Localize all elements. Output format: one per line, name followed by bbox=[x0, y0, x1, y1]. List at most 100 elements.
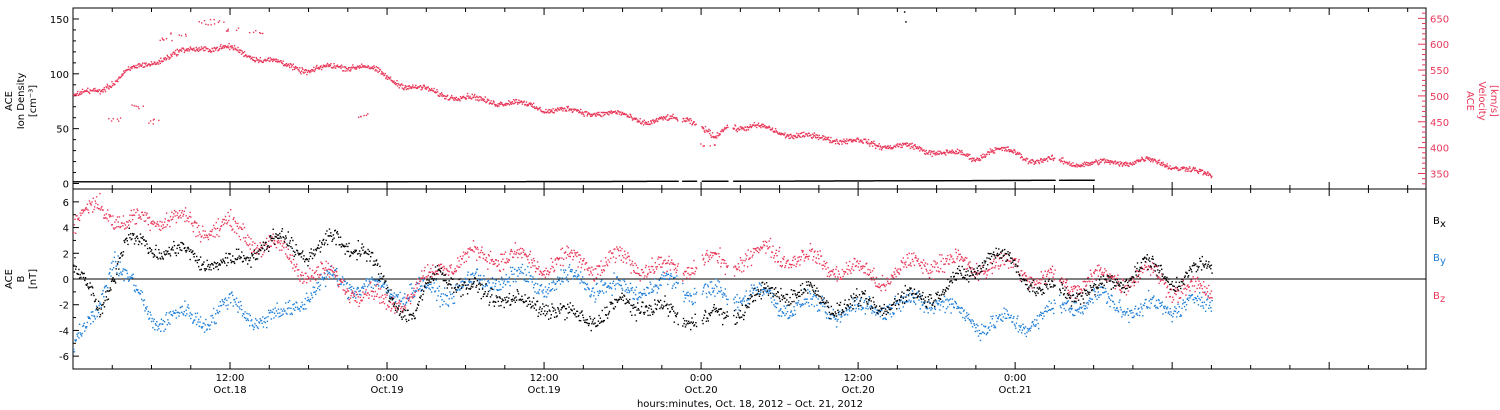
velocity-point bbox=[196, 48, 198, 50]
velocity-point bbox=[754, 125, 756, 127]
ion-density-point bbox=[716, 180, 718, 182]
ion-density-point bbox=[599, 180, 601, 183]
by-point bbox=[74, 339, 76, 341]
by-point bbox=[725, 298, 728, 300]
velocity-point bbox=[649, 123, 651, 126]
ion-density-point bbox=[895, 180, 897, 182]
by-point bbox=[503, 280, 505, 282]
ion-density-point bbox=[283, 181, 285, 183]
ion-density-point bbox=[353, 181, 355, 183]
ion-density-point bbox=[76, 181, 79, 183]
by-point bbox=[318, 285, 320, 288]
by-point bbox=[702, 290, 704, 292]
by-point bbox=[837, 318, 839, 321]
by-point bbox=[517, 266, 520, 269]
by-point bbox=[608, 285, 610, 287]
velocity-point bbox=[784, 132, 786, 134]
velocity-point bbox=[201, 22, 203, 24]
velocity-point bbox=[493, 101, 495, 103]
by-point bbox=[160, 318, 163, 320]
velocity-point bbox=[1040, 157, 1042, 160]
ion-density-point bbox=[158, 181, 160, 183]
by-point bbox=[256, 326, 259, 328]
velocity-point bbox=[1210, 174, 1212, 177]
velocity-point bbox=[623, 113, 625, 116]
by-point bbox=[617, 282, 619, 285]
by-point bbox=[824, 306, 826, 308]
by-point bbox=[305, 308, 307, 310]
ion-density-point bbox=[740, 180, 742, 182]
velocity-point bbox=[175, 53, 177, 56]
ion-density-point bbox=[644, 180, 647, 183]
velocity-point bbox=[920, 147, 923, 149]
velocity-point bbox=[923, 149, 925, 151]
velocity-point bbox=[186, 48, 188, 50]
by-point bbox=[483, 275, 485, 277]
by-point bbox=[156, 329, 159, 331]
velocity-point bbox=[539, 106, 541, 109]
by-point bbox=[224, 297, 227, 299]
ion-density-point bbox=[356, 181, 359, 183]
ion-density-point bbox=[823, 180, 825, 182]
by-point bbox=[981, 323, 983, 326]
velocity-point bbox=[902, 144, 905, 146]
velocity-point bbox=[856, 138, 858, 140]
velocity-point bbox=[340, 64, 343, 66]
ion-density-point bbox=[284, 181, 286, 183]
velocity-point bbox=[879, 145, 882, 147]
velocity-point bbox=[1087, 162, 1089, 164]
ion-density-point bbox=[418, 181, 420, 183]
velocity-point bbox=[1123, 163, 1125, 165]
by-point bbox=[788, 317, 791, 319]
ion-density-point bbox=[761, 180, 764, 182]
velocity-point bbox=[373, 65, 375, 67]
by-point bbox=[373, 279, 375, 281]
velocity-point bbox=[424, 87, 426, 90]
by-point bbox=[353, 287, 355, 290]
velocity-point bbox=[913, 148, 915, 150]
by-point bbox=[198, 325, 200, 327]
by-point bbox=[941, 300, 944, 302]
by-point bbox=[797, 300, 800, 302]
ion-density-point bbox=[288, 181, 291, 183]
by-point bbox=[525, 274, 528, 276]
by-point bbox=[337, 284, 339, 287]
velocity-point bbox=[306, 71, 309, 73]
velocity-point bbox=[742, 127, 744, 129]
velocity-point bbox=[1052, 159, 1055, 162]
velocity-point bbox=[588, 113, 591, 115]
ion-density-point bbox=[517, 181, 519, 183]
ion-density-point bbox=[250, 181, 252, 183]
velocity-point bbox=[509, 102, 512, 104]
by-point bbox=[119, 261, 121, 263]
velocity-point bbox=[831, 141, 833, 144]
by-point bbox=[440, 295, 442, 298]
by-point bbox=[314, 291, 316, 293]
velocity-point bbox=[734, 124, 736, 126]
by-point bbox=[918, 299, 920, 301]
ion-density-point bbox=[214, 181, 216, 183]
by-point bbox=[751, 287, 753, 289]
by-point bbox=[120, 271, 122, 273]
ion-density-point bbox=[184, 181, 186, 183]
ion-density-point bbox=[849, 180, 851, 182]
by-point bbox=[581, 281, 583, 283]
ion-density-point bbox=[912, 180, 914, 182]
velocity-point bbox=[128, 68, 131, 71]
velocity-point bbox=[527, 104, 529, 107]
velocity-point bbox=[358, 67, 360, 69]
ion-density-point bbox=[720, 180, 722, 182]
by-point bbox=[993, 326, 995, 329]
by-point bbox=[973, 324, 976, 326]
by-point bbox=[304, 297, 306, 300]
ion-density-point bbox=[809, 180, 811, 182]
velocity-point bbox=[900, 146, 902, 149]
ion-density-point bbox=[846, 180, 848, 182]
by-point bbox=[206, 328, 208, 330]
ion-density-point bbox=[374, 181, 376, 183]
velocity-point bbox=[1068, 161, 1071, 163]
ion-density-point bbox=[247, 181, 249, 183]
velocity-point bbox=[967, 153, 969, 155]
velocity-point bbox=[1170, 168, 1172, 171]
ion-density-point bbox=[73, 181, 75, 183]
